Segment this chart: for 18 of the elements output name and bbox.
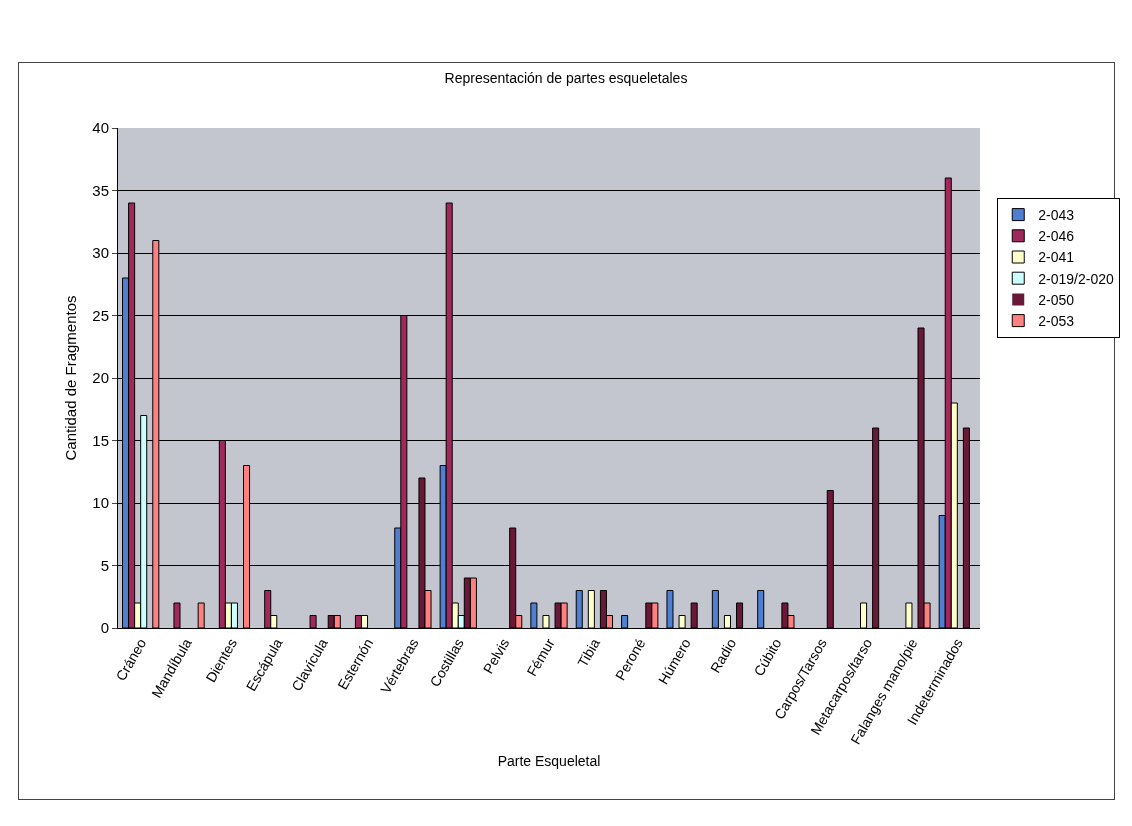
legend-label: 2-046: [1038, 228, 1075, 245]
y-axis-title: Cantidad de Fragmentos: [61, 295, 79, 461]
y-tick-label: 0: [100, 619, 109, 637]
legend-label: 2-053: [1038, 313, 1075, 330]
y-tick-label: 15: [92, 431, 109, 449]
y-tick-label: 35: [92, 181, 109, 199]
x-axis-title: Parte Esqueletal: [497, 753, 601, 770]
y-tick-label: 20: [92, 369, 109, 387]
legend-label: 2-050: [1038, 291, 1075, 308]
legend-label: 2-019/2-020: [1038, 270, 1114, 287]
chart-title: Representación de partes esqueletales: [444, 69, 688, 86]
legend-label: 2-041: [1038, 249, 1075, 266]
y-tick-label: 5: [100, 556, 109, 574]
y-tick-label: 10: [92, 494, 109, 512]
legend-label: 2-043: [1038, 207, 1075, 224]
y-tick-label: 40: [92, 119, 109, 137]
y-tick-label: 30: [92, 244, 109, 262]
y-tick-label: 25: [92, 306, 109, 324]
